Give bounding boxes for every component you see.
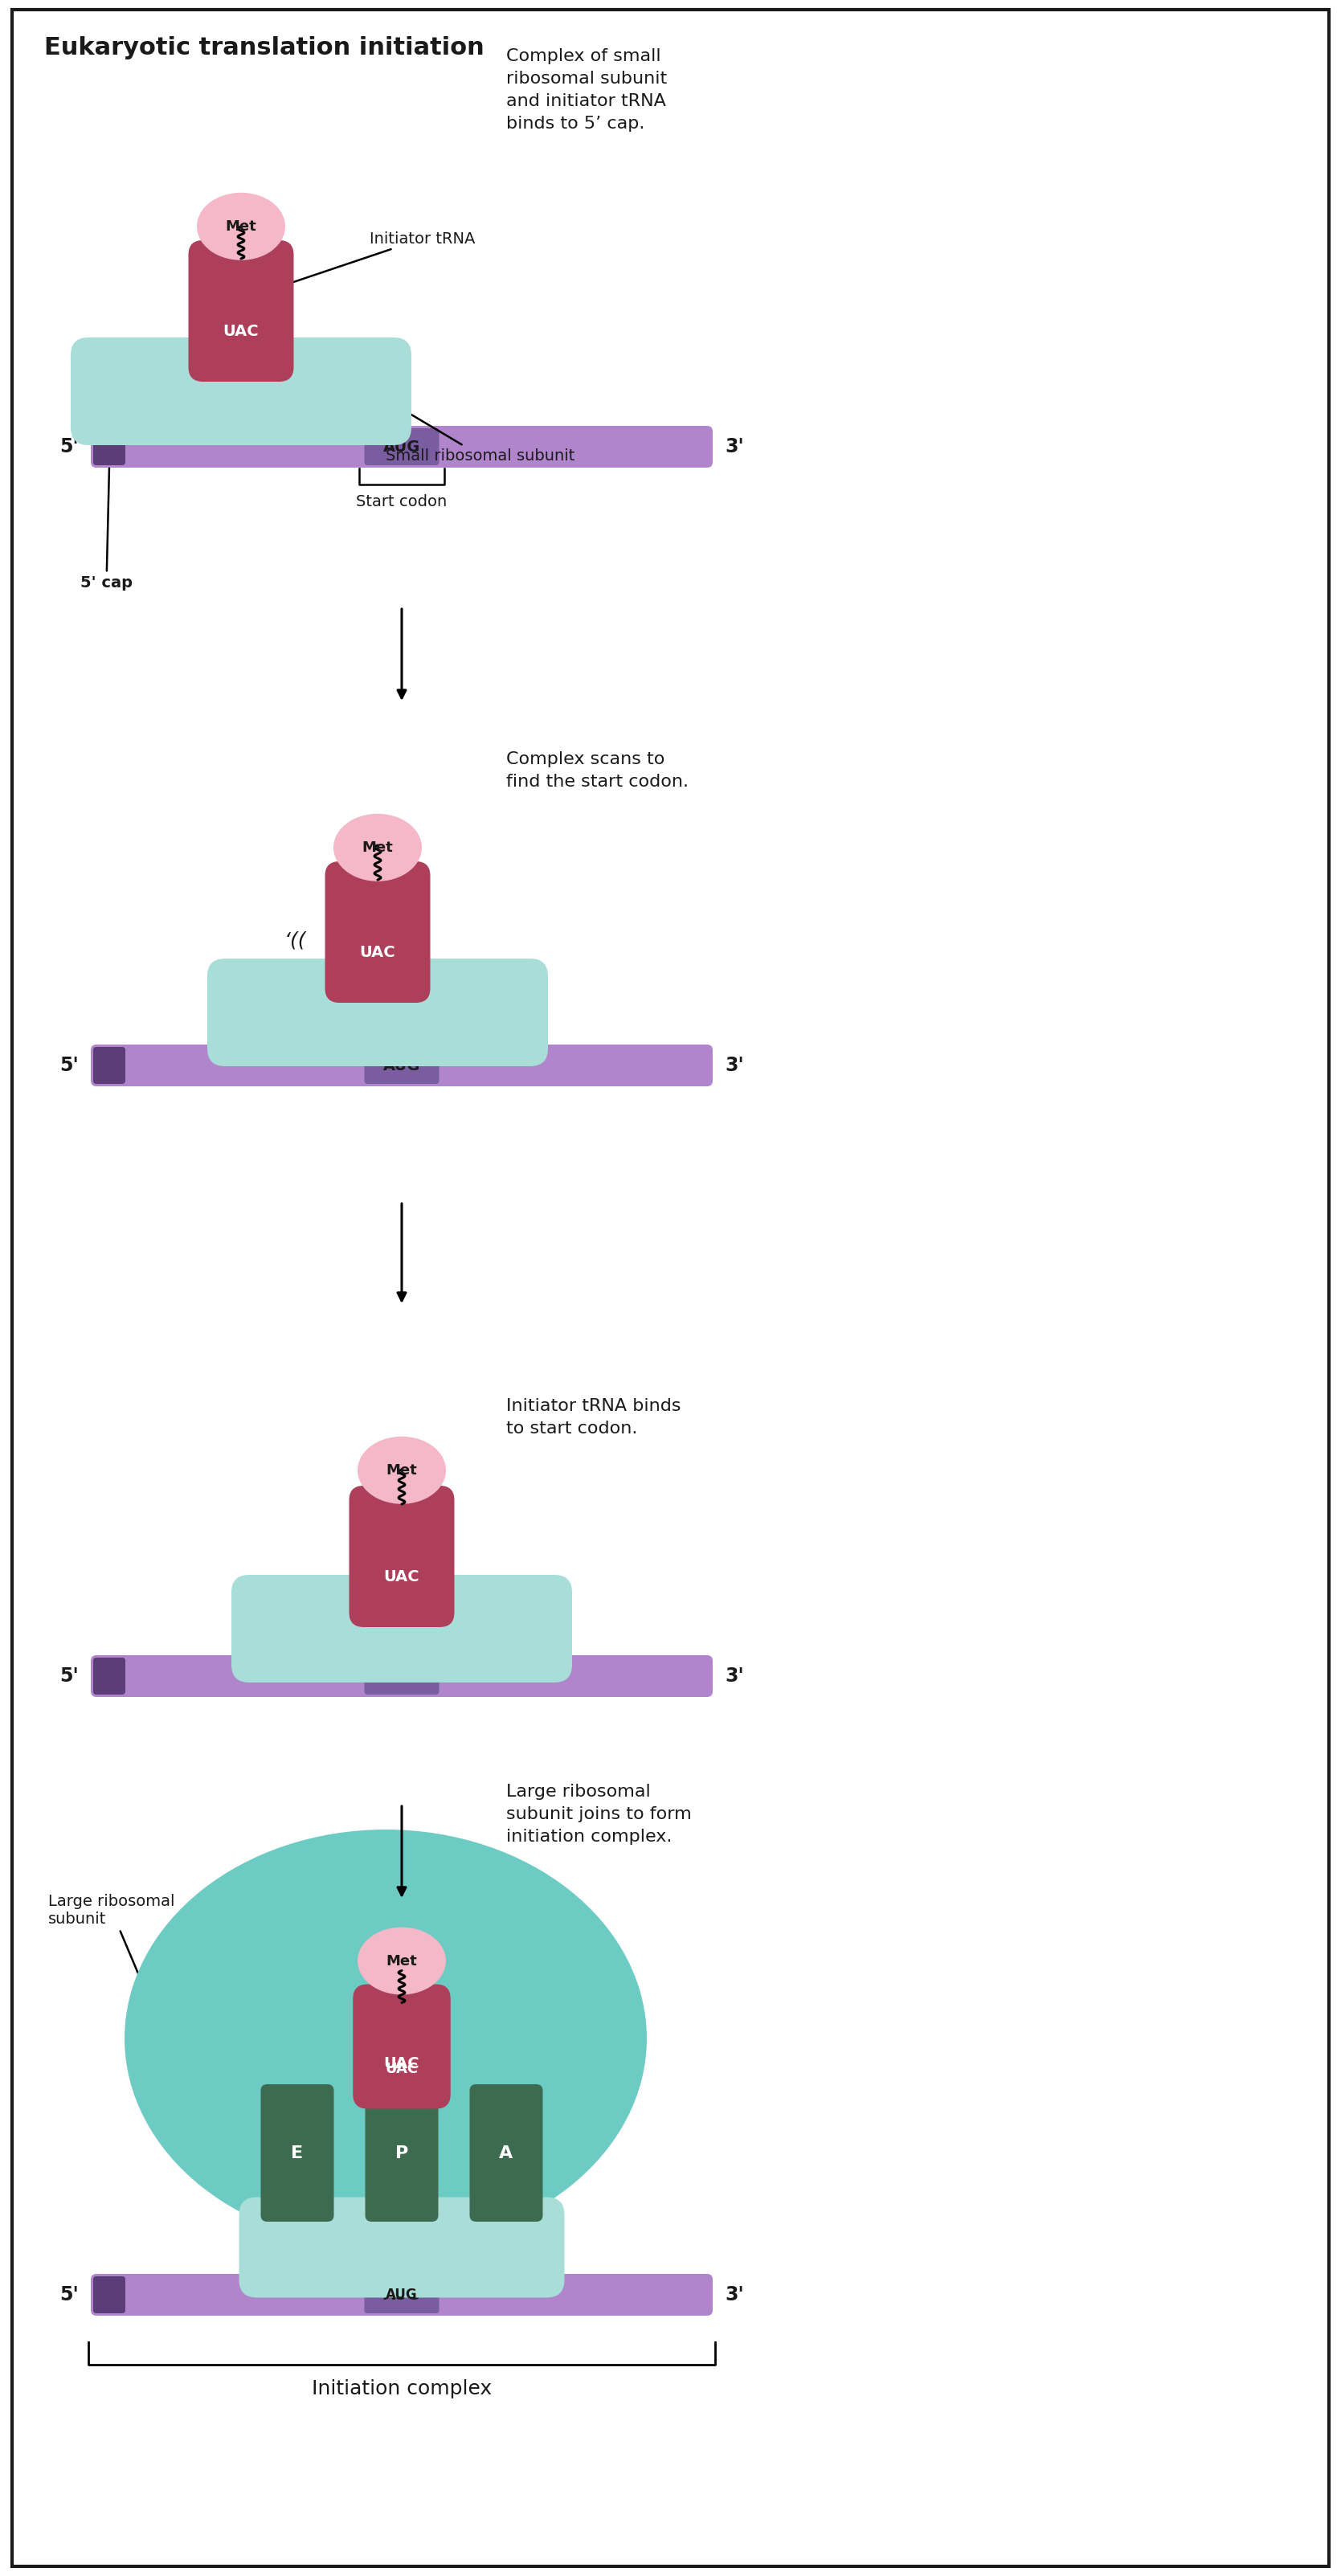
Text: UAC: UAC [223, 325, 259, 340]
Text: Met: Met [225, 219, 256, 234]
FancyBboxPatch shape [365, 1046, 439, 1084]
FancyBboxPatch shape [208, 958, 548, 1066]
Ellipse shape [358, 1437, 447, 1504]
Text: 3': 3' [724, 1667, 744, 1685]
Text: E: E [291, 2146, 303, 2161]
Text: Complex of small
ribosomal subunit
and initiator tRNA
binds to 5’ cap.: Complex of small ribosomal subunit and i… [506, 49, 666, 131]
Text: 5': 5' [59, 438, 79, 456]
Text: Initiator tRNA: Initiator tRNA [282, 232, 475, 286]
Text: P: P [396, 2146, 408, 2161]
Text: 3': 3' [724, 1056, 744, 1074]
Text: UAC: UAC [359, 945, 396, 961]
FancyBboxPatch shape [260, 2084, 334, 2221]
Text: Initiator tRNA binds
to start codon.: Initiator tRNA binds to start codon. [506, 1399, 681, 1437]
Text: 5' cap: 5' cap [80, 469, 133, 590]
Text: AUG: AUG [384, 2287, 420, 2303]
FancyBboxPatch shape [353, 1984, 451, 2110]
Text: Eukaryotic translation initiation: Eukaryotic translation initiation [44, 36, 484, 59]
FancyBboxPatch shape [349, 1486, 455, 1628]
Text: AUG: AUG [384, 438, 420, 453]
Text: Met: Met [362, 840, 393, 855]
Text: UAC: UAC [385, 2063, 418, 2076]
Text: 5': 5' [59, 1667, 79, 1685]
Text: Complex scans to
find the start codon.: Complex scans to find the start codon. [506, 752, 688, 791]
Text: 5': 5' [59, 1056, 79, 1074]
Text: UAC: UAC [384, 2056, 420, 2071]
Ellipse shape [334, 814, 422, 881]
FancyBboxPatch shape [325, 860, 430, 1002]
Text: A: A [499, 2146, 514, 2161]
Text: 5': 5' [59, 2285, 79, 2306]
FancyBboxPatch shape [91, 2275, 712, 2316]
Ellipse shape [197, 193, 286, 260]
FancyBboxPatch shape [365, 2277, 439, 2313]
FancyBboxPatch shape [365, 428, 439, 466]
FancyBboxPatch shape [365, 1656, 439, 1695]
Text: Met: Met [386, 1463, 417, 1479]
Text: 3': 3' [724, 2285, 744, 2306]
Text: Initiation complex: Initiation complex [311, 2380, 492, 2398]
Text: Large ribosomal
subunit joins to form
initiation complex.: Large ribosomal subunit joins to form in… [506, 1785, 692, 1844]
Text: AUG: AUG [384, 1059, 420, 1074]
FancyBboxPatch shape [91, 425, 712, 469]
FancyBboxPatch shape [365, 2084, 439, 2221]
Text: AUG: AUG [384, 1669, 420, 1685]
FancyBboxPatch shape [94, 1656, 125, 1695]
FancyBboxPatch shape [469, 2084, 543, 2221]
FancyBboxPatch shape [12, 10, 1329, 2566]
Text: Small ribosomal subunit: Small ribosomal subunit [386, 399, 575, 464]
FancyBboxPatch shape [94, 428, 125, 466]
Text: AUG: AUG [386, 2287, 417, 2303]
Text: 3': 3' [724, 438, 744, 456]
Text: Large ribosomal
subunit: Large ribosomal subunit [48, 1893, 174, 1996]
FancyBboxPatch shape [91, 1656, 712, 1698]
FancyBboxPatch shape [239, 2197, 565, 2298]
Text: ‘((: ‘(( [284, 930, 306, 951]
Ellipse shape [358, 1927, 447, 1994]
Text: UAC: UAC [384, 1569, 420, 1584]
FancyBboxPatch shape [71, 337, 412, 446]
Text: Start codon: Start codon [357, 495, 448, 510]
Text: Met: Met [386, 1953, 417, 1968]
Ellipse shape [125, 1829, 646, 2246]
FancyBboxPatch shape [91, 1043, 712, 1087]
FancyBboxPatch shape [189, 240, 294, 381]
FancyBboxPatch shape [232, 1574, 573, 1682]
FancyBboxPatch shape [94, 2277, 125, 2313]
FancyBboxPatch shape [94, 1046, 125, 1084]
